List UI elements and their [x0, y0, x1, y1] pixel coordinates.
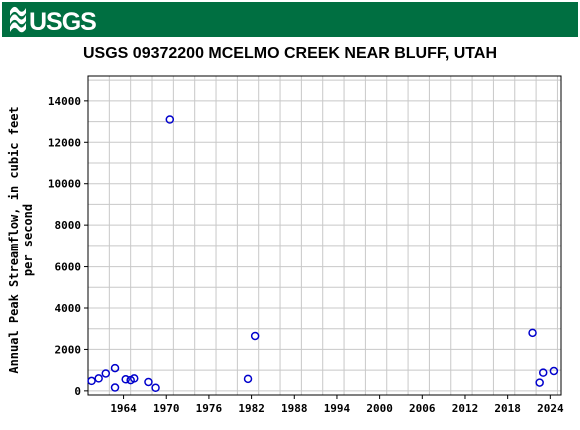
y-axis-label: Annual Peak Streamflow, in cubic feet pe…	[7, 106, 35, 373]
data-point	[101, 369, 111, 378]
usgs-logo: USGS	[10, 6, 97, 35]
data-point	[94, 374, 103, 383]
data-point	[165, 115, 175, 124]
data-point	[110, 383, 120, 392]
plot-frame	[87, 75, 562, 396]
usgs-logo-text: USGS	[29, 8, 96, 35]
x-tick-label: 2012	[452, 402, 479, 415]
data-point	[243, 374, 253, 384]
x-tick-label: 1964	[110, 402, 137, 415]
grid	[87, 76, 561, 395]
y-tick-label: 12000	[48, 136, 81, 149]
data-point	[110, 363, 120, 373]
x-tick-label: 1994	[324, 402, 351, 415]
data-point	[121, 375, 130, 384]
x-tick-label: 2006	[409, 402, 436, 415]
x-tick-label: 1976	[196, 402, 223, 415]
x-tick-label: 1970	[153, 402, 180, 415]
data-point	[549, 366, 559, 376]
data-point	[535, 378, 544, 387]
data-point	[528, 328, 537, 338]
x-tick-label: 2018	[494, 402, 521, 415]
y-tick-label: 14000	[48, 95, 81, 108]
x-tick-label: 1988	[281, 402, 308, 415]
usgs-wave-icon	[10, 6, 26, 33]
data-point	[87, 376, 96, 386]
y-tick-label: 10000	[48, 178, 81, 191]
usgs-banner: USGS	[2, 2, 578, 37]
tick-labels: 1964 1970 1976 1982 1988 1994 2000 2006 2012 2018…	[48, 95, 564, 415]
x-tick-label: 2024	[537, 402, 564, 415]
chart-title: USGS 09372200 MCELMO CREEK NEAR BLUFF, U…	[83, 45, 497, 62]
data-point	[129, 374, 139, 383]
data-point	[538, 368, 548, 377]
y-axis-label-line-1: Annual Peak Streamflow, in cubic feet	[7, 106, 21, 373]
data-point	[151, 383, 160, 392]
data-point	[250, 331, 260, 341]
data-point	[144, 377, 153, 387]
y-tick-label: 2000	[55, 343, 82, 356]
y-tick-label: 8000	[55, 219, 82, 232]
y-axis-label-line-2: per second	[21, 204, 35, 276]
data-points	[87, 115, 559, 392]
x-tick-label: 2000	[366, 402, 393, 415]
y-tick-label: 0	[74, 385, 81, 398]
y-tick-label: 6000	[55, 261, 82, 274]
x-tick-label: 1982	[238, 402, 265, 415]
y-tick-label: 4000	[55, 302, 82, 315]
